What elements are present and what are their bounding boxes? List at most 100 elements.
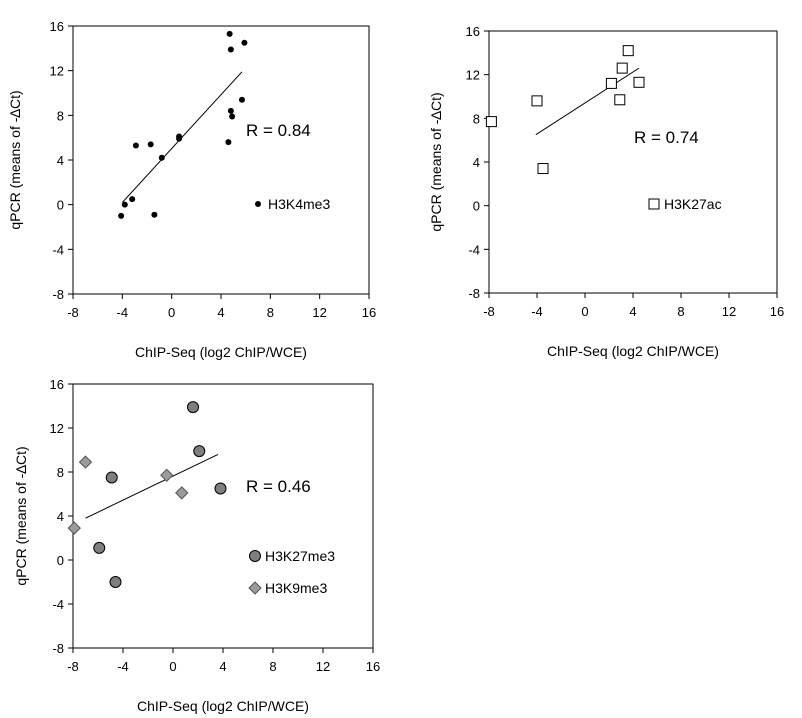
x-tick-label: -4 [117, 659, 129, 674]
y-tick-label: 8 [57, 465, 64, 480]
x-tick-label: 0 [168, 305, 175, 320]
x-tick-label: 0 [581, 304, 588, 319]
legend-marker [249, 550, 261, 562]
x-tick-label: 4 [629, 304, 636, 319]
x-tick-label: 8 [267, 305, 274, 320]
data-point [93, 541, 106, 554]
chart-1: -8 -4 0 4 8 12 16 16 12 8 4 0 -4 -8 ChIP-Seq (log2 ChI… [7, 19, 376, 360]
y-tick-label: 8 [473, 111, 480, 126]
data-point [227, 46, 234, 53]
legend-label: H3K9me3 [265, 580, 327, 596]
data-point [537, 163, 549, 175]
data-point [238, 96, 245, 103]
x-axis-label: ChIP-Seq (log2 ChIP/WCE) [547, 343, 719, 359]
plot-frame [72, 383, 374, 649]
data-point [605, 77, 617, 89]
correlation-annotation: R = 0.84 [246, 121, 311, 140]
data-point [109, 576, 122, 588]
x-tick-label: 16 [770, 304, 784, 319]
trend-line [85, 453, 219, 519]
data-point [105, 471, 118, 484]
y-tick-label: 0 [57, 553, 64, 568]
y-tick-label: 16 [50, 377, 64, 392]
x-tick-label: 16 [362, 305, 376, 320]
data-point [132, 142, 139, 149]
y-axis-label: qPCR (means of -∆Ct) [13, 446, 29, 585]
y-tick-label: -4 [52, 597, 64, 612]
data-point [67, 521, 81, 535]
data-point [175, 486, 189, 500]
data-point [158, 154, 165, 161]
data-point [78, 455, 93, 469]
x-tick-label: -4 [117, 305, 129, 320]
x-tick-label: -8 [67, 305, 79, 320]
data-point [485, 116, 497, 128]
legend-marker [648, 198, 660, 210]
data-point [176, 135, 183, 142]
y-tick-label: -8 [52, 641, 64, 656]
y-axis-label: qPCR (means of -∆Ct) [428, 92, 444, 231]
legend-label: H3K27me3 [265, 548, 335, 564]
data-point [151, 211, 158, 218]
y-tick-label: -4 [52, 242, 64, 257]
y-tick-label: 0 [57, 198, 64, 213]
x-tick-label: 4 [217, 305, 224, 320]
data-point [614, 94, 626, 106]
data-point [147, 141, 154, 148]
y-tick-label: 0 [473, 199, 480, 214]
data-point [193, 445, 206, 458]
y-tick-label: 4 [57, 153, 64, 168]
data-point [622, 45, 634, 57]
y-tick-label: 4 [473, 155, 480, 170]
y-axis-label: qPCR (means of -∆Ct) [7, 90, 23, 229]
correlation-annotation: R = 0.46 [246, 477, 311, 496]
data-point [118, 212, 125, 219]
x-tick-label: 16 [366, 659, 380, 674]
x-tick-label: 8 [677, 304, 684, 319]
legend-label: H3K4me3 [268, 196, 330, 212]
y-tick-label: 8 [57, 108, 64, 123]
x-tick-label: 12 [312, 305, 326, 320]
data-point [229, 113, 236, 120]
x-tick-label: -4 [531, 304, 543, 319]
plot-frame [72, 25, 370, 295]
data-point [633, 76, 645, 88]
data-point [227, 107, 234, 114]
y-tick-label: 16 [466, 24, 480, 39]
legend-marker [248, 581, 262, 595]
x-tick-label: 12 [316, 659, 330, 674]
data-point [160, 468, 174, 483]
y-tick-label: 12 [50, 421, 64, 436]
x-tick-label: 4 [219, 659, 226, 674]
x-tick-label: 8 [269, 659, 276, 674]
data-point [214, 482, 227, 495]
x-tick-label: -8 [67, 659, 79, 674]
y-tick-label: 4 [57, 509, 64, 524]
y-tick-label: -8 [52, 287, 64, 302]
y-tick-label: 12 [50, 64, 64, 79]
x-tick-label: 0 [169, 659, 176, 674]
data-point [241, 39, 248, 46]
x-tick-label: -8 [483, 304, 495, 319]
legend-label: H3K27ac [664, 196, 722, 212]
data-point [225, 139, 232, 146]
correlation-annotation: R = 0.74 [634, 128, 699, 147]
data-point [226, 30, 233, 37]
data-point [187, 401, 199, 414]
legend-marker [255, 201, 261, 207]
y-tick-label: 12 [466, 68, 480, 83]
data-point [121, 201, 128, 208]
y-tick-label: -4 [468, 242, 480, 257]
x-axis-label: ChIP-Seq (log2 ChIP/WCE) [135, 344, 307, 360]
plot-frame [488, 30, 778, 294]
y-tick-label: -8 [468, 286, 480, 301]
data-point [129, 196, 136, 203]
data-point [616, 62, 628, 74]
y-tick-label: 16 [50, 19, 64, 34]
x-axis-label: ChIP-Seq (log2 ChIP/WCE) [137, 698, 309, 714]
data-point [531, 95, 543, 107]
chart-2: -8 -4 0 4 8 12 16 16 12 8 4 0 -4 -8 ChIP-Seq (log2 ChI… [428, 24, 784, 359]
trend-line [535, 67, 640, 136]
trend-line [121, 71, 243, 203]
